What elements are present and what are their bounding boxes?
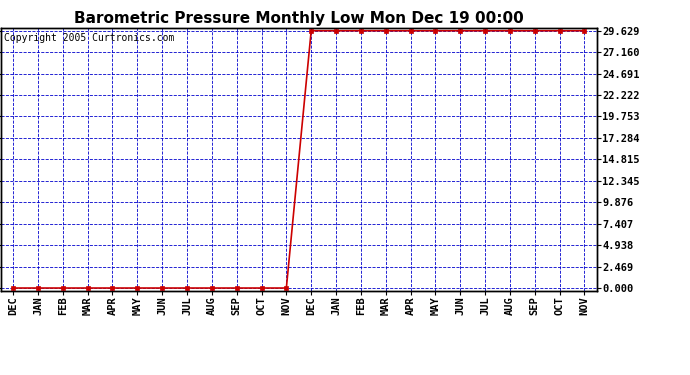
Text: Copyright 2005 Curtronics.com: Copyright 2005 Curtronics.com	[3, 33, 174, 44]
Title: Barometric Pressure Monthly Low Mon Dec 19 00:00: Barometric Pressure Monthly Low Mon Dec …	[74, 10, 524, 26]
